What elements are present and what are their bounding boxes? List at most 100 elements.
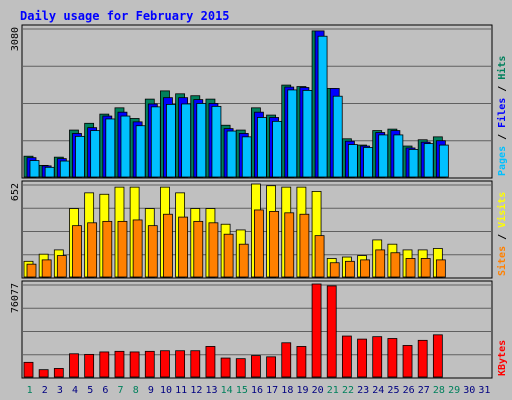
bar-kbytes-day-3 xyxy=(53,368,64,378)
bar-sites-day-4 xyxy=(72,225,82,278)
bar-kbytes-day-7 xyxy=(114,350,125,378)
bar-kbytes-day-23 xyxy=(357,338,367,378)
panel-max-label: 652 xyxy=(10,183,21,201)
day-label-13: 13 xyxy=(205,385,217,396)
axis-title-part: Visits xyxy=(496,192,508,228)
bar-kbytes-day-28 xyxy=(432,334,443,378)
panel-axis-title: Sites / Visits xyxy=(496,192,508,276)
day-label-18: 18 xyxy=(281,385,293,396)
day-label-25: 25 xyxy=(387,385,399,396)
bar-pages-day-24 xyxy=(378,134,389,178)
bar-sites-day-18 xyxy=(284,212,295,278)
bar-kbytes-day-5 xyxy=(84,353,95,378)
bar-sites-day-5 xyxy=(87,222,98,278)
bar-pages-day-28 xyxy=(438,144,449,178)
bar-pages-day-10 xyxy=(166,104,176,178)
day-label-10: 10 xyxy=(160,385,172,396)
panel-kbytes: 76077 KBytes xyxy=(10,280,508,379)
bar-sites-day-27 xyxy=(420,258,431,278)
day-label-17: 17 xyxy=(266,385,278,396)
axis-title-part: Sites xyxy=(496,246,508,276)
bar-pages-day-16 xyxy=(257,117,267,178)
bar-kbytes-day-15 xyxy=(235,358,246,378)
bar-pages-day-5 xyxy=(90,130,101,178)
bar-pages-day-26 xyxy=(408,149,419,178)
bar-sites-day-1 xyxy=(26,263,37,278)
bar-pages-day-6 xyxy=(105,118,116,178)
day-label-11: 11 xyxy=(175,385,187,396)
day-label-28: 28 xyxy=(433,385,445,396)
bar-pages-day-17 xyxy=(272,120,282,178)
bar-kbytes-day-10 xyxy=(160,350,170,378)
bar-pages-day-20 xyxy=(317,35,328,178)
bar-sites-day-24 xyxy=(375,249,386,278)
bar-sites-day-21 xyxy=(329,262,340,278)
day-label-16: 16 xyxy=(251,385,263,396)
bar-pages-day-15 xyxy=(241,136,252,178)
bar-kbytes-day-16 xyxy=(251,355,261,378)
day-label-1: 1 xyxy=(27,385,33,396)
panel-axis-title: KBytes xyxy=(497,340,508,376)
bar-pages-day-13 xyxy=(211,105,222,178)
bar-kbytes-day-12 xyxy=(190,350,201,378)
bar-sites-day-14 xyxy=(223,233,234,278)
bar-sites-day-17 xyxy=(269,210,279,278)
bar-pages-day-21 xyxy=(332,95,343,178)
bar-kbytes-day-6 xyxy=(99,351,110,378)
bar-kbytes-day-21 xyxy=(326,285,337,378)
bar-kbytes-day-9 xyxy=(144,350,155,378)
day-label-8: 8 xyxy=(133,385,139,396)
series-sites xyxy=(26,209,446,278)
panel-max-label: 76077 xyxy=(10,283,21,313)
bar-kbytes-day-11 xyxy=(175,350,186,378)
bar-pages-day-9 xyxy=(150,106,161,178)
bar-sites-day-20 xyxy=(314,235,325,278)
bar-pages-day-2 xyxy=(44,166,55,178)
x-axis-day-labels: 1 2 3 4 5 6 7 8 9 10 11 12 13 14 15 16 17 18 19 20 21 22 23 24 2… xyxy=(27,385,491,396)
bar-kbytes-day-17 xyxy=(266,356,276,378)
day-label-22: 22 xyxy=(342,385,354,396)
day-label-27: 27 xyxy=(418,385,430,396)
bar-kbytes-day-26 xyxy=(402,345,413,378)
bar-pages-day-1 xyxy=(29,160,40,178)
panel-hits-files-pages: 3080 Pages / Files / Hits xyxy=(10,24,508,179)
chart-title: Daily usage for February 2015 xyxy=(20,9,230,23)
bar-sites-day-13 xyxy=(208,222,219,278)
day-label-9: 9 xyxy=(148,385,154,396)
bar-kbytes-day-25 xyxy=(387,338,398,378)
day-label-15: 15 xyxy=(236,385,248,396)
bar-pages-day-12 xyxy=(196,103,207,178)
bar-pages-day-8 xyxy=(135,125,146,178)
bar-pages-day-3 xyxy=(59,160,70,178)
series-kbytes xyxy=(23,283,443,378)
bar-sites-day-6 xyxy=(102,220,113,278)
bar-kbytes-day-24 xyxy=(372,336,383,378)
bar-pages-day-22 xyxy=(347,144,358,178)
day-label-20: 20 xyxy=(312,385,324,396)
bar-sites-day-8 xyxy=(132,219,143,278)
day-label-5: 5 xyxy=(87,385,93,396)
bar-kbytes-day-4 xyxy=(69,353,79,378)
bar-sites-day-25 xyxy=(390,252,401,278)
bar-pages-day-25 xyxy=(393,134,404,178)
bar-pages-day-27 xyxy=(423,143,434,178)
day-label-30: 30 xyxy=(463,385,475,396)
bar-sites-day-10 xyxy=(163,213,173,278)
bar-pages-day-4 xyxy=(75,135,85,178)
bar-sites-day-12 xyxy=(193,220,204,278)
axis-title-part: / xyxy=(497,228,508,246)
bar-kbytes-day-19 xyxy=(296,346,307,378)
bar-sites-day-9 xyxy=(147,225,158,278)
bar-kbytes-day-27 xyxy=(417,339,428,378)
bar-kbytes-day-18 xyxy=(281,342,292,378)
bar-kbytes-day-2 xyxy=(38,369,49,378)
day-label-24: 24 xyxy=(372,385,384,396)
bar-kbytes-day-13 xyxy=(205,346,216,378)
bar-sites-day-19 xyxy=(299,213,310,278)
day-label-23: 23 xyxy=(357,385,369,396)
bar-kbytes-day-22 xyxy=(341,335,352,378)
panel-max-label: 3080 xyxy=(10,27,21,51)
axis-title-part: Pages xyxy=(497,146,508,176)
axis-title-part: Hits xyxy=(496,56,508,80)
